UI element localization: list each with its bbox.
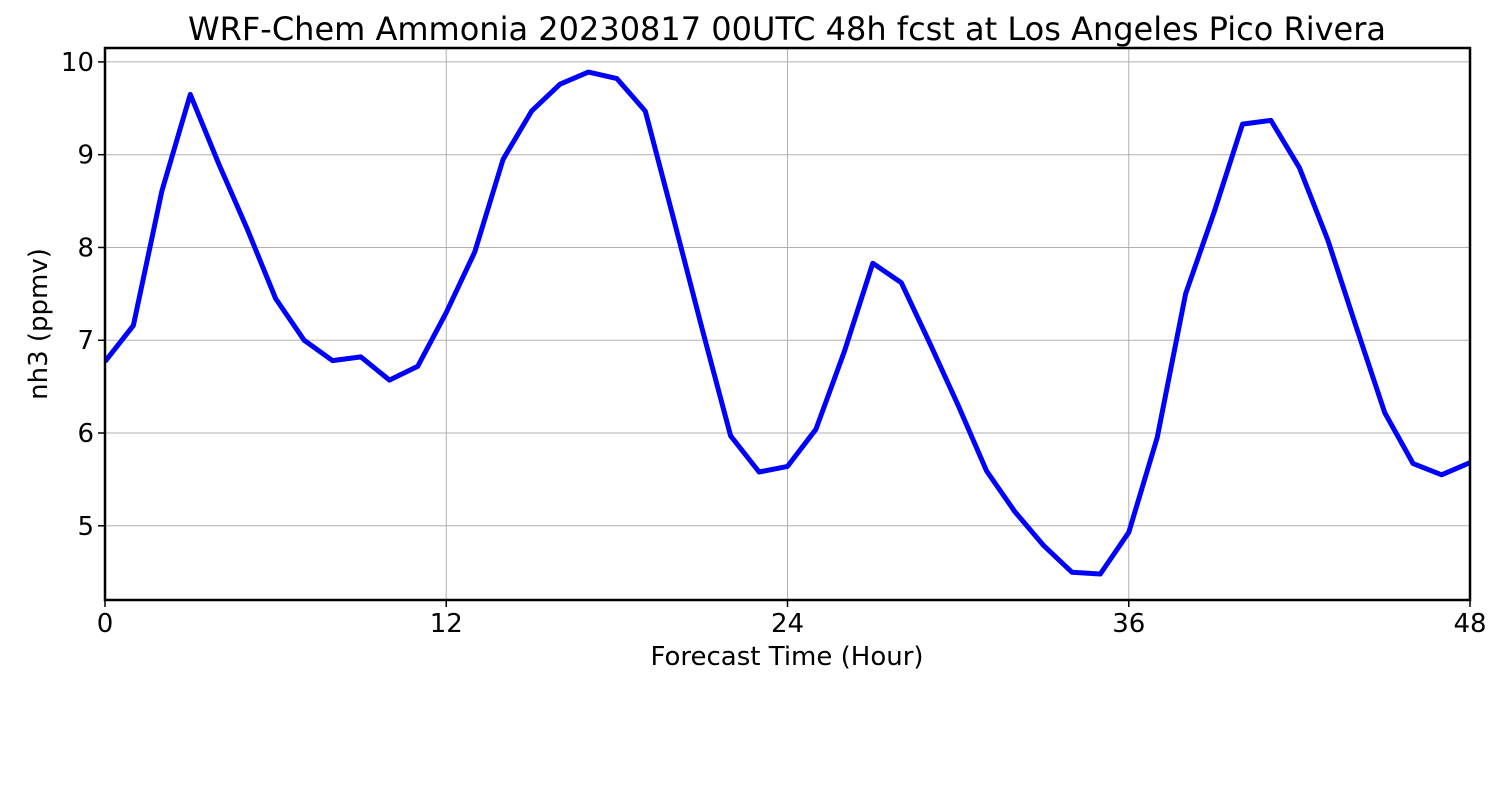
y-tick-label: 9 (77, 141, 94, 171)
chart-title: WRF-Chem Ammonia 20230817 00UTC 48h fcst… (188, 10, 1386, 48)
y-tick-label: 5 (77, 512, 94, 542)
x-tick-label: 36 (1112, 609, 1145, 639)
x-tick-label: 48 (1453, 609, 1486, 639)
x-axis-label: Forecast Time (Hour) (650, 642, 923, 672)
y-tick-label: 8 (77, 233, 94, 263)
y-tick-label: 6 (77, 419, 94, 449)
x-tick-label: 24 (771, 609, 804, 639)
series-layer (105, 69, 1470, 577)
series-line (105, 69, 1470, 577)
grid (104, 48, 1471, 600)
x-tick-label: 0 (97, 609, 114, 639)
y-tick-label: 10 (61, 48, 94, 78)
y-axis-label: nh3 (ppmv) (24, 248, 54, 400)
x-tick-label: 12 (430, 609, 463, 639)
y-tick-label: 7 (77, 326, 94, 356)
ticks: 0 12 24 36 48 5 6 7 8 9 10 (61, 48, 1487, 639)
